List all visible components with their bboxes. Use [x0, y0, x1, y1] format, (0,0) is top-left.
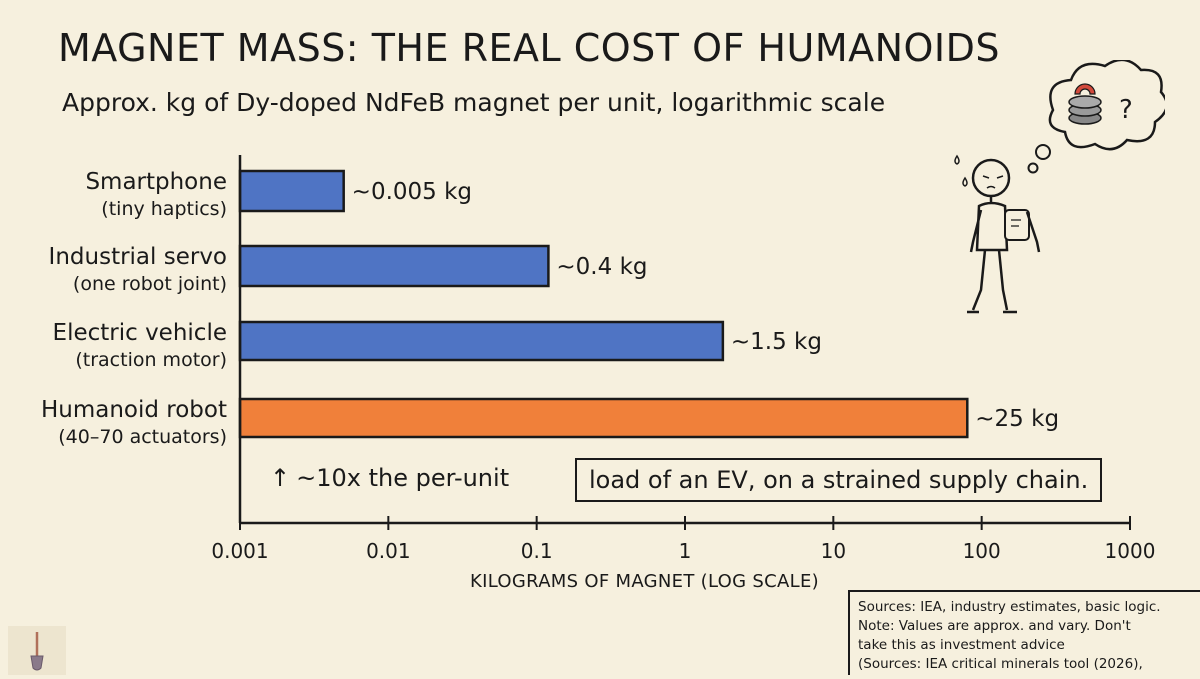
x-tick-label-0: 0.001 [211, 539, 268, 563]
category-sublabel-0: (tiny haptics) [101, 198, 227, 220]
category-label-2: Electric vehicle [53, 320, 227, 346]
thought-bubble-icon [1048, 60, 1165, 151]
chart-title: MAGNET MASS: THE REAL COST OF HUMANOIDS [58, 26, 1001, 70]
annotation-note: ↑ ~10x the per-unit [270, 464, 509, 492]
sources-box: Sources: IEA, industry estimates, basic … [848, 590, 1200, 675]
category-sublabel-2: (traction motor) [75, 349, 227, 371]
bar-value-label-2: ~1.5 kg [731, 329, 822, 355]
category-sublabel-3: (40–70 actuators) [58, 426, 227, 448]
bar-0 [238, 169, 345, 213]
callout-box: load of an EV, on a strained supply chai… [575, 458, 1103, 502]
x-tick-label-2: 0.1 [521, 539, 553, 563]
shovel-icon [30, 632, 44, 671]
up-arrow-icon: ↑ [270, 464, 291, 492]
bar-1 [238, 244, 550, 288]
shovel-logo [8, 626, 66, 675]
bar-3 [238, 397, 969, 439]
x-axis-title: KILOGRAMS OF MAGNET (LOG SCALE) [470, 571, 819, 592]
x-tick-label-3: 1 [679, 539, 692, 563]
x-tick-label-5: 100 [963, 539, 1001, 563]
bar-value-label-1: ~0.4 kg [556, 254, 647, 280]
sources-line-3: take this as investment advice [858, 637, 1065, 653]
bar-2 [238, 320, 725, 362]
category-label-3: Humanoid robot [41, 397, 227, 423]
worried-robot-icon: ? [954, 60, 1165, 314]
bar-value-label-3: ~25 kg [975, 406, 1059, 432]
chart-subtitle: Approx. kg of Dy-doped NdFeB magnet per … [62, 88, 886, 117]
bar-value-label-0: ~0.005 kg [352, 179, 472, 205]
category-label-1: Industrial servo [49, 244, 227, 270]
category-sublabel-1: (one robot joint) [73, 273, 227, 295]
sources-line-1: Sources: IEA, industry estimates, basic … [858, 599, 1161, 615]
sources-line-4: (Sources: IEA critical minerals tool (20… [858, 656, 1143, 672]
svg-text:?: ? [1119, 95, 1133, 125]
x-tick-label-4: 10 [821, 539, 846, 563]
sources-line-2: Note: Values are approx. and vary. Don't [858, 618, 1131, 634]
x-tick-label-1: 0.01 [366, 539, 411, 563]
annotation-text: ~10x the per-unit [296, 464, 510, 492]
magnet-stack-icon [1068, 83, 1102, 125]
category-label-0: Smartphone [85, 169, 227, 195]
x-tick-label-6: 1000 [1105, 539, 1156, 563]
